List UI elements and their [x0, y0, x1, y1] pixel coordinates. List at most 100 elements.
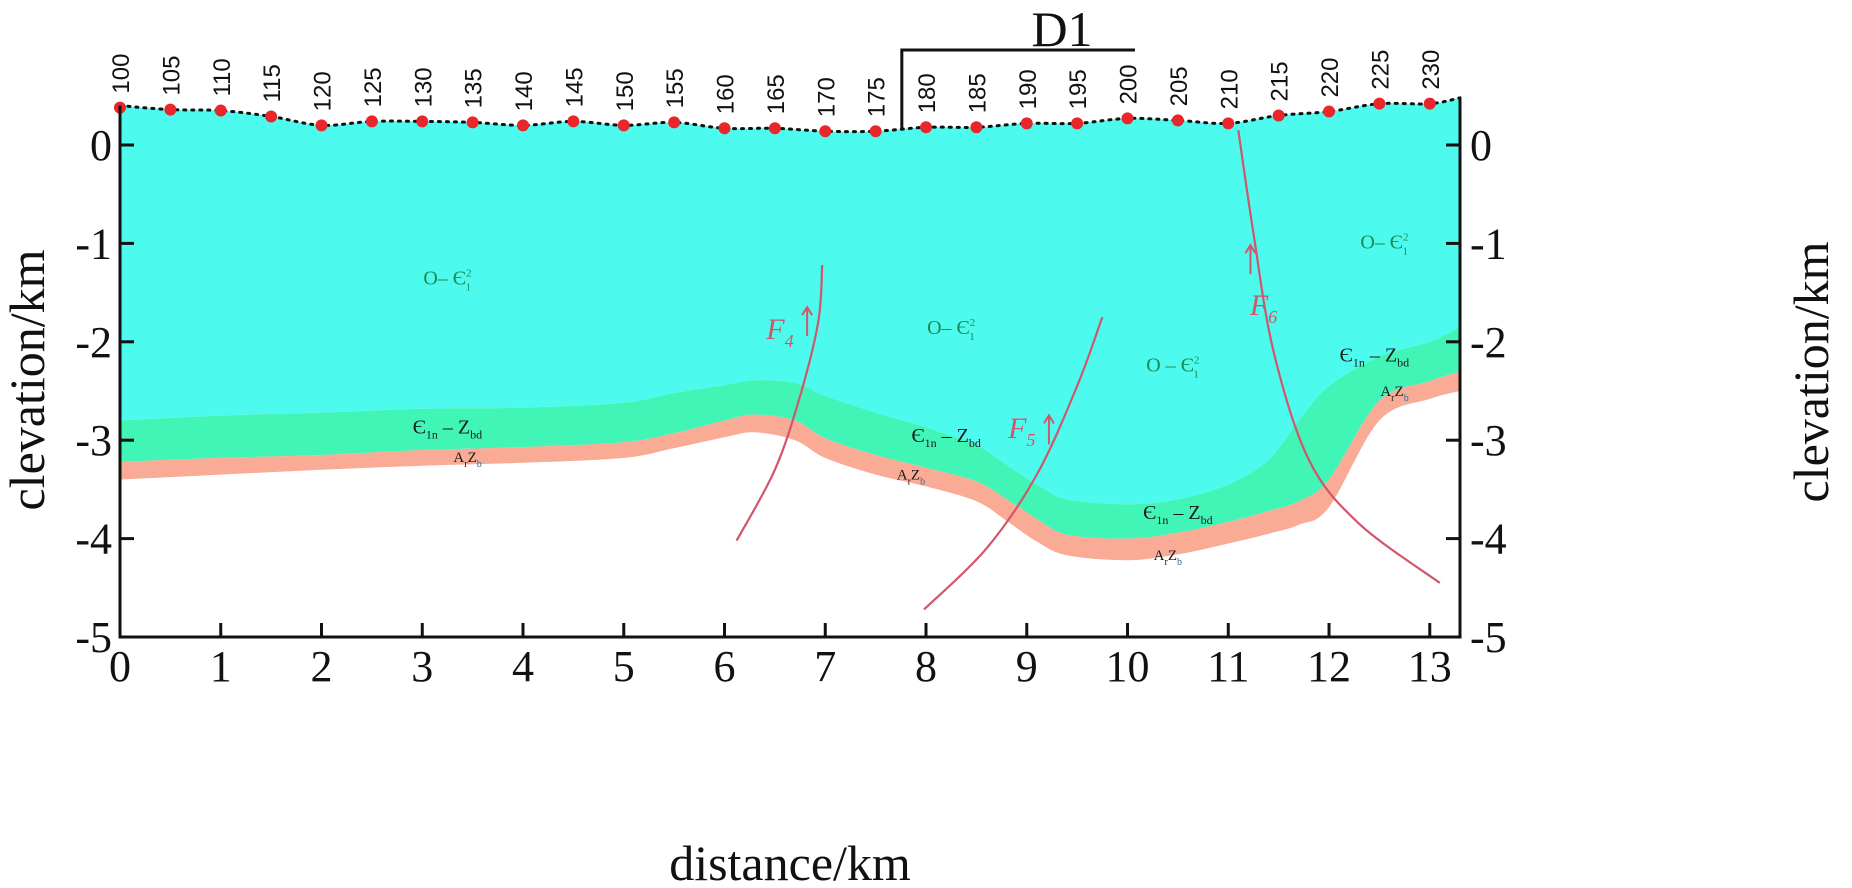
station-label: 205	[1166, 66, 1193, 106]
station-marker	[768, 122, 781, 135]
y-tick-label-right: -3	[1470, 416, 1507, 465]
fault-arrow-4	[801, 305, 813, 337]
station-marker	[416, 115, 429, 128]
station-marker	[869, 125, 882, 138]
station-label: 120	[310, 71, 337, 111]
station-label: 185	[964, 73, 991, 113]
station-marker	[164, 103, 177, 116]
y-tick-label-right: -1	[1470, 219, 1507, 268]
station-marker	[617, 119, 630, 132]
formation-label: Є1n – Zbd	[1340, 344, 1409, 369]
station-label: 225	[1367, 50, 1394, 90]
y-tick-label-right: -4	[1470, 515, 1507, 564]
formation-fills	[120, 97, 1460, 561]
formation-label: O– Є2 1	[423, 268, 471, 294]
station-labels: 100 105 110 115 120 125 130 135 140 145 150 155 160 1…	[108, 50, 1445, 118]
station-label: 175	[864, 77, 891, 117]
y-tick-label-left: 0	[90, 121, 112, 170]
fault-line-5	[923, 316, 1104, 611]
station-marker	[365, 115, 378, 128]
station-marker	[668, 116, 681, 129]
formation-label: O– Є2 1	[1360, 231, 1408, 257]
station-marker	[517, 119, 530, 132]
station-label: 230	[1418, 50, 1445, 90]
station-marker	[718, 122, 731, 135]
station-marker	[819, 125, 832, 138]
x-tick-label: 13	[1408, 642, 1452, 691]
y-axis-title-left: clevation/km	[0, 249, 55, 510]
tick-labels: 0 1 2 3 4 5 6 7 8 9 10 11 12 130 0-1 -1-2 -2-3 -3-4 -4-5 -5	[75, 121, 1506, 691]
station-label: 215	[1267, 61, 1294, 101]
station-marker	[1020, 117, 1033, 130]
profile-label: D1	[1031, 1, 1092, 57]
surface-profile	[118, 96, 1462, 134]
formation-label: ArZb	[453, 450, 481, 470]
y-tick-label-left: -4	[75, 515, 112, 564]
station-label: 190	[1015, 69, 1042, 109]
formation-label: ArZb	[897, 468, 925, 488]
station-label: 160	[713, 74, 740, 114]
axes	[118, 97, 1462, 639]
profile-line	[900, 48, 1135, 129]
y-tick-label-left: -1	[75, 219, 112, 268]
station-label: 100	[108, 54, 135, 94]
station-marker	[1071, 117, 1084, 130]
x-tick-label: 1	[210, 642, 232, 691]
station-label: 195	[1065, 69, 1092, 109]
station-label: 145	[561, 67, 588, 107]
station-label: 130	[410, 67, 437, 107]
formation-fill-cyan	[120, 97, 1460, 505]
station-marker	[214, 104, 227, 117]
formation-label: O – Є2 1	[1146, 354, 1199, 380]
station-markers	[114, 97, 1436, 138]
station-marker	[1171, 114, 1184, 127]
x-tick-label: 5	[613, 642, 635, 691]
y-tick-label-left: -5	[75, 613, 112, 662]
formation-label: Є1n – Zbd	[1143, 502, 1212, 527]
station-label: 140	[511, 71, 538, 111]
station-marker	[466, 116, 479, 129]
x-tick-label: 3	[411, 642, 433, 691]
station-label: 125	[360, 67, 387, 107]
formation-labels: O– Є2 1 O– Є2 1 O – Є2 1 O– Є2 1 Є1n – Zbd Є1n – …	[413, 231, 1409, 568]
station-label: 200	[1116, 64, 1143, 104]
y-tick-label-left: -3	[75, 416, 112, 465]
x-tick-label: 6	[714, 642, 736, 691]
station-label: 150	[612, 71, 639, 111]
station-marker	[1121, 112, 1134, 125]
station-marker	[315, 119, 328, 132]
formation-fill-green	[120, 327, 1460, 539]
station-marker	[1423, 97, 1436, 110]
x-tick-label: 10	[1106, 642, 1150, 691]
x-tick-label: 2	[311, 642, 333, 691]
fault-arrow-6	[1244, 243, 1257, 275]
axis-frame	[118, 97, 1462, 639]
station-label: 210	[1216, 69, 1243, 109]
y-axis-title-right: clevation/km	[1783, 241, 1839, 502]
surface-line	[118, 96, 1462, 134]
y-tick-label-left: -2	[75, 318, 112, 367]
station-label: 110	[209, 58, 236, 96]
fault-line-4	[735, 264, 824, 542]
station-marker	[1272, 109, 1285, 122]
y-tick-label-right: -2	[1470, 318, 1507, 367]
x-tick-label: 4	[512, 642, 534, 691]
x-tick-label: 0	[109, 642, 131, 691]
station-marker	[920, 121, 933, 134]
profile-marker	[900, 48, 1135, 129]
station-marker	[1373, 97, 1386, 110]
formation-label: ArZb	[1380, 384, 1408, 404]
formation-fill-pink	[120, 371, 1460, 561]
station-label: 105	[158, 56, 185, 96]
station-label: 135	[461, 68, 488, 108]
fault-arrow-5	[1043, 413, 1055, 445]
x-tick-label: 11	[1207, 642, 1249, 691]
x-tick-label: 7	[814, 642, 836, 691]
station-marker	[1222, 117, 1235, 130]
formation-label: ArZb	[1154, 548, 1182, 568]
station-marker	[970, 121, 983, 134]
station-marker	[1323, 105, 1336, 118]
x-tick-label: 8	[915, 642, 937, 691]
fault-line-6	[1237, 130, 1441, 584]
